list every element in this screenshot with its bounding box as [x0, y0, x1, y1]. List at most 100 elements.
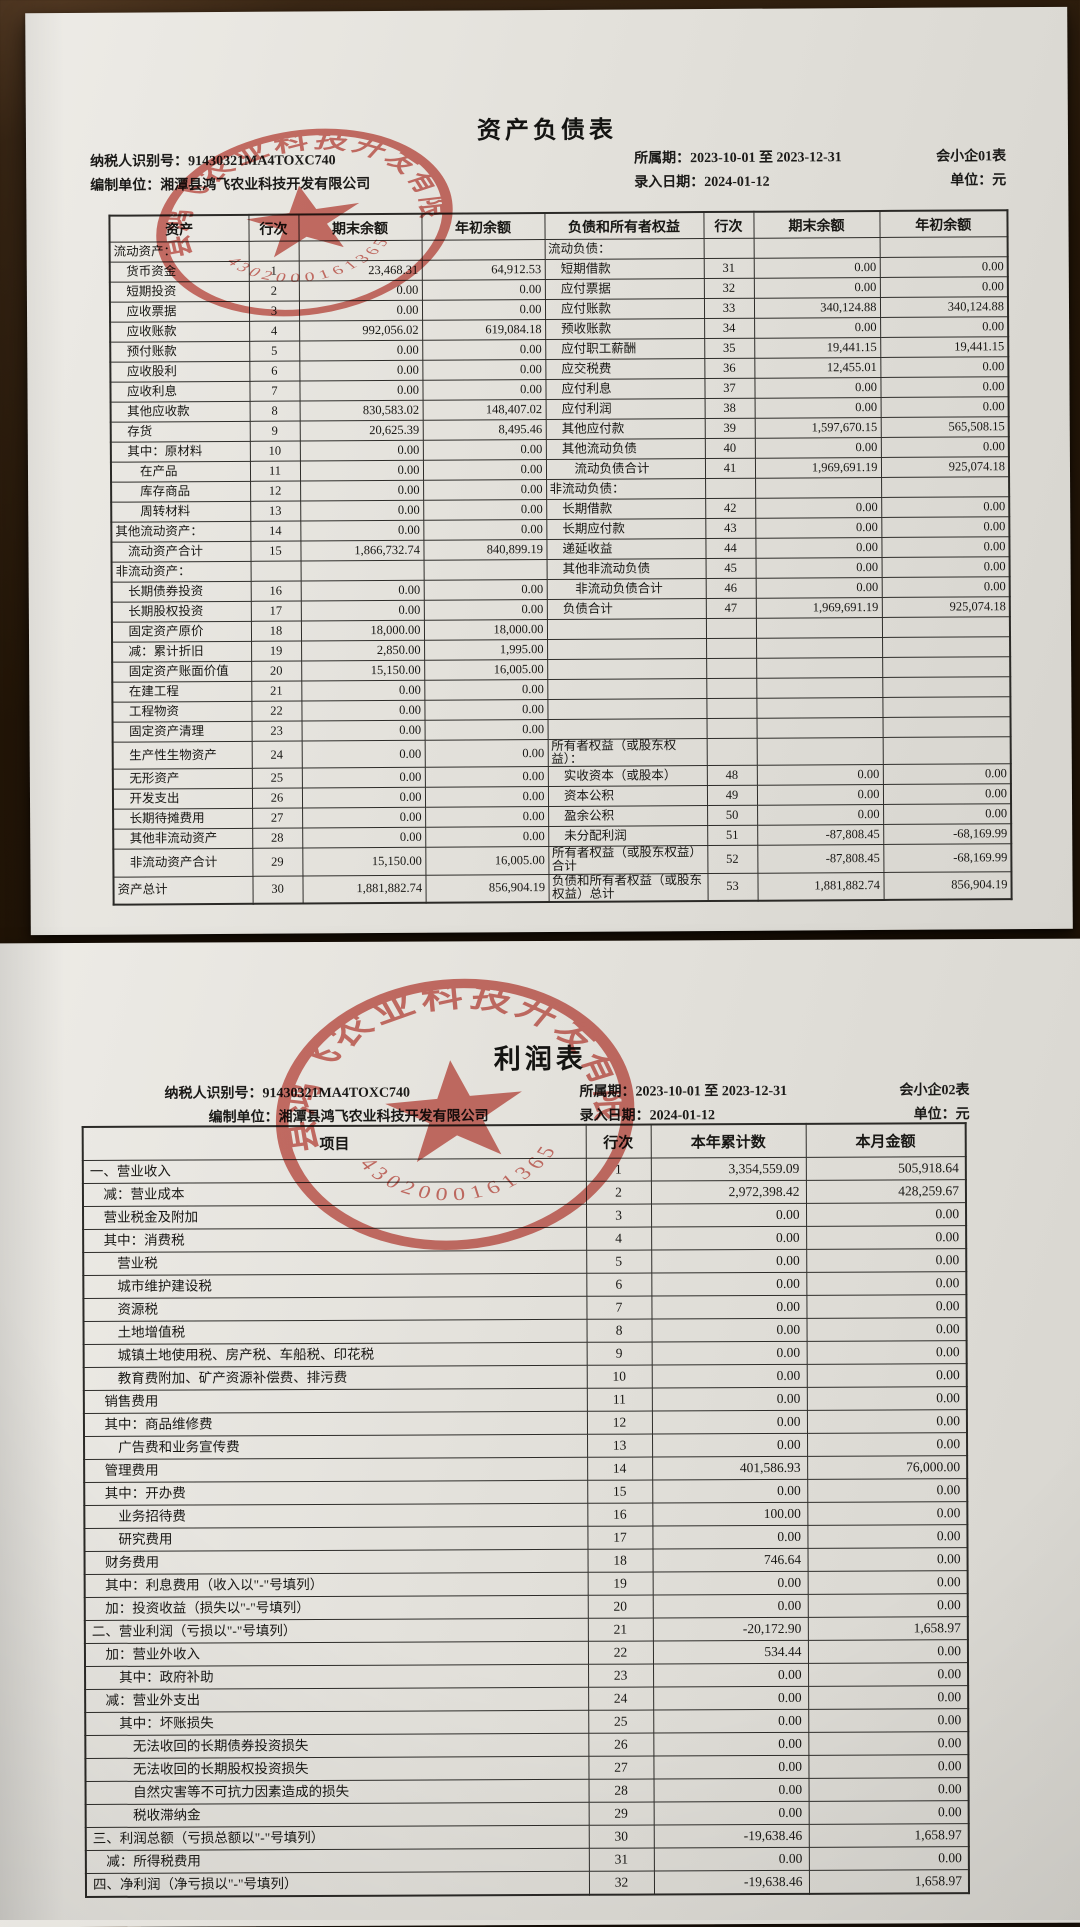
item-label-cell: 减：营业外支出	[85, 1687, 589, 1713]
month-amount-cell: 1,658.97	[807, 1616, 968, 1641]
period-label: 所属期：	[634, 151, 691, 167]
liability-label-cell: 盈余公积	[548, 805, 708, 827]
month-amount-cell: 0.00	[808, 1731, 969, 1756]
asset-line-number-cell: 12	[250, 481, 301, 502]
line-number-cell: 22	[587, 1641, 654, 1665]
asset-line-number-cell: 18	[250, 621, 302, 642]
asset-beginning-balance-cell: 0.00	[424, 699, 548, 721]
item-label-cell: 销售费用	[83, 1388, 587, 1414]
line-number-cell: 12	[586, 1411, 653, 1435]
asset-line-number-cell: 11	[249, 461, 301, 482]
asset-label-cell: 在建工程	[112, 681, 252, 703]
entry-date-label: 录入日期：	[634, 175, 705, 191]
line-number-cell: 6	[586, 1273, 652, 1297]
ytd-amount-cell: 746.64	[652, 1548, 808, 1573]
liability-label-cell: 应付账款	[544, 298, 705, 320]
ytd-amount-cell: 0.00	[653, 1663, 809, 1688]
liability-ending-balance-cell: 1,881,882.74	[757, 871, 884, 901]
seal-number-text: 4302000161365	[353, 1137, 567, 1214]
asset-line-number-cell: 25	[251, 768, 302, 789]
asset-ending-balance-cell: 992,056.02	[299, 320, 423, 342]
asset-beginning-balance-cell: 0.00	[425, 826, 549, 848]
ytd-amount-cell: 0.00	[651, 1295, 807, 1320]
liability-ending-balance-cell	[756, 637, 883, 659]
liability-label-cell: 负债和所有者权益（或股东权益）总计	[548, 873, 708, 902]
asset-ending-balance-cell: 0.00	[301, 680, 425, 702]
item-label-cell: 资源税	[83, 1296, 587, 1322]
liability-label-cell: 所有者权益（或股东权益）合计	[548, 845, 708, 875]
asset-ending-balance-cell: 0.00	[301, 700, 425, 722]
asset-ending-balance-cell: 0.00	[301, 767, 425, 789]
month-amount-cell: 0.00	[808, 1777, 969, 1802]
asset-ending-balance-cell: 0.00	[302, 807, 426, 829]
asset-beginning-balance-cell: 0.00	[422, 359, 546, 381]
liability-line-number-cell	[706, 738, 757, 766]
line-number-cell: 30	[588, 1825, 654, 1849]
asset-line-number-cell: 26	[251, 788, 303, 809]
liability-ending-balance-cell	[756, 657, 883, 679]
liability-ending-balance-cell: 0.00	[753, 257, 880, 279]
month-amount-cell: 428,259.67	[805, 1179, 966, 1204]
liability-beginning-balance-cell	[881, 476, 1010, 498]
asset-beginning-balance-cell: 0.00	[422, 459, 547, 481]
item-label-cell: 城市维护建设税	[83, 1273, 587, 1299]
line-number-cell: 23	[588, 1664, 654, 1688]
month-amount-cell: 0.00	[806, 1386, 967, 1411]
asset-label-cell: 其他应收款	[110, 401, 250, 423]
line-number-cell: 13	[587, 1434, 653, 1458]
liability-beginning-balance-cell: 0.00	[881, 496, 1010, 518]
liability-line-number-cell: 45	[705, 558, 756, 579]
item-label-cell: 四、净利润（净亏损以"-"号填列）	[85, 1871, 590, 1897]
liability-ending-balance-cell: 0.00	[755, 577, 882, 599]
month-amount-cell: 0.00	[807, 1478, 968, 1503]
asset-beginning-balance-cell: 0.00	[423, 579, 547, 601]
month-amount-cell: 1,658.97	[808, 1823, 969, 1848]
ytd-amount-cell: 401,586.93	[652, 1456, 808, 1481]
liability-beginning-balance-cell	[881, 616, 1011, 638]
liability-line-number-cell: 50	[707, 805, 758, 826]
liability-ending-balance-cell: 0.00	[755, 557, 882, 579]
month-amount-cell: 0.00	[807, 1501, 968, 1526]
asset-label-cell: 工程物资	[112, 701, 252, 723]
asset-beginning-balance-cell: 0.00	[423, 479, 547, 501]
ytd-amount-cell: 0.00	[651, 1226, 807, 1251]
liability-beginning-balance-cell: 925,074.18	[880, 456, 1010, 478]
liability-label-cell: 应交税费	[545, 358, 705, 380]
liability-beginning-balance-cell: 0.00	[879, 256, 1008, 278]
item-label-cell: 城镇土地使用税、房产税、车船税、印花税	[83, 1342, 587, 1368]
asset-label-cell: 开发支出	[112, 788, 253, 810]
form-code: 会小企01表	[936, 149, 1007, 165]
asset-label-cell: 应收利息	[110, 381, 250, 403]
asset-line-number-cell: 7	[249, 381, 300, 402]
liability-ending-balance-cell: 0.00	[754, 397, 881, 419]
asset-beginning-balance-cell: 0.00	[422, 439, 546, 461]
liability-beginning-balance-cell: 0.00	[879, 276, 1008, 298]
asset-ending-balance-cell: 0.00	[299, 440, 423, 462]
month-amount-cell: 0.00	[807, 1547, 968, 1572]
liability-line-number-cell: 53	[707, 872, 758, 901]
asset-ending-balance-cell: 0.00	[299, 360, 423, 382]
asset-ending-balance-cell: 0.00	[299, 340, 423, 362]
asset-ending-balance-cell: 2,850.00	[301, 640, 425, 662]
liability-line-number-cell: 32	[703, 278, 754, 299]
liability-label-cell: 非流动负债：	[546, 478, 706, 500]
asset-line-number-cell: 6	[249, 361, 300, 382]
asset-label-cell: 非流动资产：	[111, 561, 251, 583]
line-number-cell: 28	[588, 1779, 654, 1803]
asset-line-number-cell: 21	[251, 681, 302, 702]
ytd-amount-cell: 0.00	[652, 1571, 808, 1596]
asset-ending-balance-cell: 20,625.39	[299, 420, 423, 442]
asset-line-number-cell: 20	[251, 661, 302, 682]
ytd-amount-cell: -19,638.46	[653, 1870, 810, 1895]
month-amount-cell: 0.00	[808, 1708, 969, 1733]
liability-label-cell: 其他应付款	[545, 418, 705, 440]
line-number-cell: 16	[587, 1503, 653, 1527]
liability-ending-balance-cell: 19,441.15	[754, 337, 881, 359]
liability-beginning-balance-cell: 0.00	[881, 516, 1010, 538]
asset-line-number-cell: 8	[249, 401, 300, 422]
liability-ending-balance-cell: 0.00	[753, 277, 880, 299]
asset-label-cell: 应收股利	[110, 361, 250, 383]
month-amount-cell: 0.00	[808, 1800, 969, 1825]
liability-label-cell: 长期应付款	[546, 518, 706, 540]
